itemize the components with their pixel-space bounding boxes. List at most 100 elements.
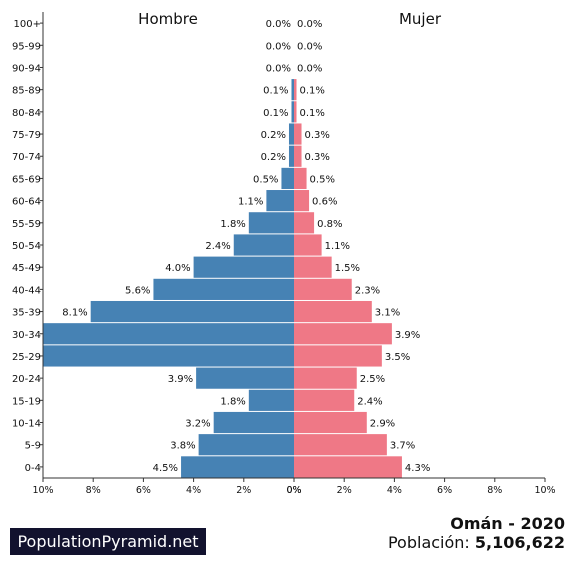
bar-female-15-19 — [294, 389, 355, 411]
value-label-male-95-99: 0.0% — [266, 41, 291, 52]
age-label-70-74: 70-74 — [12, 152, 41, 163]
value-label-male-85-89: 0.1% — [263, 86, 288, 97]
bar-male-75-79 — [288, 123, 294, 145]
age-label-20-24: 20-24 — [12, 374, 41, 385]
value-label-female-25-29: 3.5% — [385, 352, 410, 363]
age-label-40-44: 40-44 — [12, 285, 41, 296]
value-label-female-85-89: 0.1% — [300, 86, 325, 97]
bar-female-30-34 — [294, 323, 392, 345]
bar-male-45-49 — [193, 256, 294, 278]
x-tick-label-left-2: 6% — [136, 485, 151, 496]
value-label-female-60-64: 0.6% — [312, 197, 337, 208]
value-label-female-80-84: 0.1% — [300, 108, 325, 119]
value-label-male-35-39: 8.1% — [62, 308, 87, 319]
bar-male-25-29 — [43, 345, 294, 367]
age-label-95-99: 95-99 — [12, 41, 41, 52]
bar-male-15-19 — [248, 389, 294, 411]
bar-female-5-9 — [294, 434, 387, 456]
male-side-title: Hombre — [138, 10, 198, 28]
x-tick-label-left-3: 4% — [186, 485, 201, 496]
x-tick-label-right-3: 6% — [437, 485, 452, 496]
bar-female-80-84 — [294, 101, 297, 123]
age-label-5-9: 5-9 — [25, 441, 41, 452]
value-label-male-40-44: 5.6% — [125, 285, 150, 296]
bar-female-45-49 — [294, 256, 332, 278]
bar-male-40-44 — [153, 278, 294, 300]
country-year-title: Omán - 2020 — [450, 514, 565, 533]
bar-male-60-64 — [266, 190, 294, 212]
x-tick-label-left-0: 10% — [32, 485, 53, 496]
age-label-85-89: 85-89 — [12, 86, 41, 97]
x-tick-label-right-1: 2% — [337, 485, 352, 496]
value-label-male-20-24: 3.9% — [168, 374, 193, 385]
bar-female-75-79 — [294, 123, 302, 145]
x-tick-label-right-2: 4% — [387, 485, 402, 496]
age-label-15-19: 15-19 — [12, 396, 41, 407]
value-label-male-60-64: 1.1% — [238, 197, 263, 208]
x-tick-label-left-4: 2% — [236, 485, 251, 496]
bar-female-65-69 — [294, 167, 307, 190]
age-label-50-54: 50-54 — [12, 241, 41, 252]
female-side-title: Mujer — [399, 10, 442, 28]
age-label-35-39: 35-39 — [12, 308, 41, 319]
value-label-male-55-59: 1.8% — [220, 219, 245, 230]
bar-male-55-59 — [248, 212, 294, 234]
bar-male-20-24 — [196, 367, 294, 389]
bar-female-50-54 — [294, 234, 322, 256]
bar-male-80-84 — [291, 101, 294, 123]
value-label-female-100plus: 0.0% — [297, 19, 322, 30]
age-label-0-4: 0-4 — [25, 463, 41, 474]
bar-male-35-39 — [90, 300, 294, 323]
brand-logo[interactable]: PopulationPyramid.net — [10, 528, 206, 555]
x-tick-label-right-0: 0% — [286, 485, 301, 496]
value-label-male-0-4: 4.5% — [153, 463, 178, 474]
age-label-30-34: 30-34 — [12, 330, 41, 341]
population-pyramid-chart: 0-4 4.5% 4.3% 5-9 3.8% 3.7% 10-14 3.2% 2.9% 15-19… — [12, 10, 556, 496]
value-label-male-10-14: 3.2% — [185, 419, 210, 430]
age-label-75-79: 75-79 — [12, 130, 41, 141]
value-label-female-10-14: 2.9% — [370, 419, 395, 430]
bar-male-50-54 — [233, 234, 294, 256]
age-label-45-49: 45-49 — [12, 263, 41, 274]
x-tick-label-right-4: 8% — [487, 485, 502, 496]
value-label-female-15-19: 2.4% — [357, 396, 382, 407]
bar-female-35-39 — [294, 300, 372, 323]
age-label-25-29: 25-29 — [12, 352, 41, 363]
value-label-male-70-74: 0.2% — [261, 152, 286, 163]
bar-male-5-9 — [198, 434, 294, 456]
bar-male-85-89 — [291, 79, 294, 101]
value-label-female-50-54: 1.1% — [325, 241, 350, 252]
bar-male-10-14 — [213, 411, 294, 434]
value-label-male-100plus: 0.0% — [266, 19, 291, 30]
age-label-90-94: 90-94 — [12, 63, 41, 74]
bar-female-10-14 — [294, 411, 367, 434]
population-total: Población: 5,106,622 — [388, 533, 565, 552]
value-label-male-90-94: 0.0% — [266, 63, 291, 74]
value-label-female-65-69: 0.5% — [310, 174, 335, 185]
age-label-80-84: 80-84 — [12, 108, 41, 119]
value-label-female-75-79: 0.3% — [305, 130, 330, 141]
bar-female-70-74 — [294, 145, 302, 167]
bar-female-60-64 — [294, 190, 310, 212]
bar-female-85-89 — [294, 79, 297, 101]
bar-female-55-59 — [294, 212, 315, 234]
x-tick-label-left-5: 0% — [286, 485, 301, 496]
x-tick-label-right-5: 10% — [534, 485, 555, 496]
population-label: Población: — [387, 533, 470, 552]
age-label-55-59: 55-59 — [12, 219, 41, 230]
bar-female-25-29 — [294, 345, 382, 367]
value-label-female-70-74: 0.3% — [305, 152, 330, 163]
value-label-female-45-49: 1.5% — [335, 263, 360, 274]
bar-female-40-44 — [294, 278, 352, 300]
bar-male-0-4 — [181, 456, 294, 478]
x-tick-label-left-1: 8% — [86, 485, 101, 496]
bar-female-0-4 — [294, 456, 402, 478]
bar-male-70-74 — [288, 145, 294, 167]
age-label-10-14: 10-14 — [12, 419, 41, 430]
value-label-female-40-44: 2.3% — [355, 285, 380, 296]
age-label-65-69: 65-69 — [12, 174, 41, 185]
value-label-female-20-24: 2.5% — [360, 374, 385, 385]
value-label-male-75-79: 0.2% — [261, 130, 286, 141]
value-label-male-80-84: 0.1% — [263, 108, 288, 119]
value-label-female-30-34: 3.9% — [395, 330, 420, 341]
